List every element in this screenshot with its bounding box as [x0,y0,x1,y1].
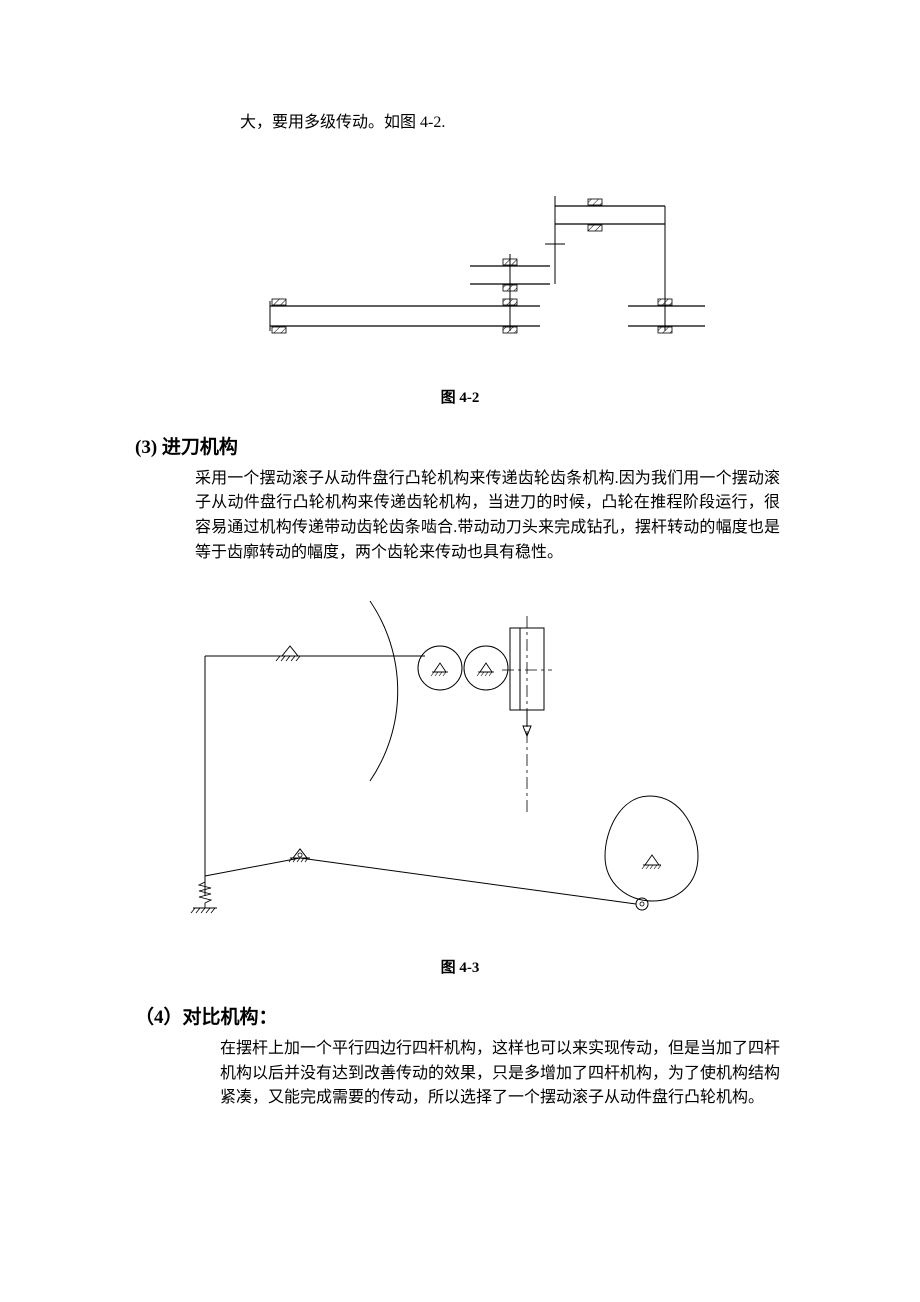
section-4-title: （4）对比机构： [135,1002,780,1029]
feed-mechanism-svg [190,586,730,926]
figure-4-2 [210,156,710,356]
continuation-line: 大，要用多级传动。如图 4-2. [240,110,780,136]
figure-4-3 [190,586,730,926]
section-4-body: 在摆杆上加一个平行四边行四杆机构，这样也可以来实现传动，但是当加了四杆机构以后并… [220,1037,780,1111]
caption-4-3: 图 4-3 [140,956,780,977]
page-root: 大，要用多级传动。如图 4-2. [0,0,920,1302]
caption-4-2: 图 4-2 [140,386,780,407]
section-3-title: (3) 进刀机构 [135,432,780,459]
gear-train-svg [210,156,710,356]
section-3-body: 采用一个摆动滚子从动件盘行凸轮机构来传递齿轮齿条机构.因为我们用一个摆动滚子从动… [195,467,780,566]
